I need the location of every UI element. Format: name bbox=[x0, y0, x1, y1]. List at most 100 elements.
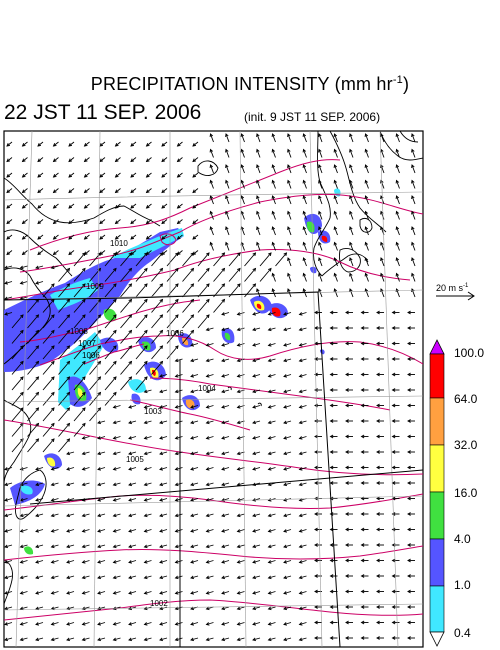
wind-arrow bbox=[104, 345, 117, 360]
wind-arrow bbox=[144, 637, 152, 641]
wind-arrow bbox=[299, 575, 307, 579]
wind-arrow bbox=[192, 157, 199, 162]
wind-arrow-head bbox=[112, 451, 117, 456]
wind-arrow-head bbox=[21, 189, 26, 194]
wind-arrow bbox=[11, 438, 24, 453]
wind-arrow-head bbox=[35, 329, 40, 334]
wind-arrow-head bbox=[225, 210, 229, 215]
wind-arrow-head bbox=[128, 622, 133, 626]
wind-arrow bbox=[115, 141, 121, 147]
wind-arrow-head bbox=[345, 636, 349, 640]
wind-arrow bbox=[11, 407, 24, 422]
wind-arrow bbox=[206, 451, 214, 455]
wind-arrow-head bbox=[35, 265, 40, 270]
wind-arrow-head bbox=[66, 591, 71, 595]
wind-arrow bbox=[115, 219, 121, 224]
wind-arrow-head bbox=[240, 148, 245, 153]
wind-arrow-head bbox=[174, 637, 179, 642]
wind-arrow bbox=[82, 436, 90, 439]
wind-arrow-head bbox=[6, 220, 11, 225]
wind-arrow-head bbox=[97, 407, 102, 412]
wind-arrow-head bbox=[37, 220, 42, 225]
wind-arrow-head bbox=[302, 195, 307, 200]
wind-arrow bbox=[210, 195, 214, 205]
wind-arrow bbox=[97, 420, 106, 424]
wind-arrow-head bbox=[82, 298, 86, 303]
wind-arrow-head bbox=[159, 298, 164, 303]
wind-arrow bbox=[20, 529, 28, 532]
wind-arrow bbox=[53, 203, 59, 209]
wind-arrow-head bbox=[82, 391, 86, 396]
wind-arrow bbox=[82, 560, 90, 563]
wind-arrow bbox=[159, 467, 168, 470]
wind-arrow bbox=[349, 273, 354, 282]
wind-arrow-head bbox=[252, 451, 257, 456]
wind-arrow bbox=[84, 234, 90, 240]
wind-arrow-head bbox=[114, 174, 119, 178]
wind-arrow-head bbox=[252, 606, 257, 611]
wind-arrow bbox=[252, 622, 261, 625]
wind-arrow-head bbox=[51, 376, 55, 381]
wind-arrow-head bbox=[174, 420, 179, 425]
wind-arrow-head bbox=[360, 450, 365, 454]
wind-arrow bbox=[144, 591, 152, 594]
wind-arrow-head bbox=[298, 560, 303, 564]
wind-arrow bbox=[115, 157, 121, 162]
wind-arrow-head bbox=[237, 267, 241, 272]
wind-arrow bbox=[20, 296, 28, 300]
wind-arrow-head bbox=[128, 529, 133, 533]
wind-arrow-head bbox=[192, 158, 197, 163]
wind-arrow bbox=[99, 250, 106, 255]
wind-arrow bbox=[303, 180, 307, 189]
wind-arrow bbox=[144, 467, 152, 470]
wind-arrow bbox=[20, 498, 28, 501]
wind-arrow bbox=[177, 203, 183, 209]
colorbar-label: 32.0 bbox=[454, 438, 478, 452]
wind-arrow bbox=[130, 234, 137, 240]
wind-arrow-head bbox=[314, 636, 318, 640]
wind-arrow bbox=[318, 257, 323, 267]
wind-arrow bbox=[299, 343, 307, 346]
wind-arrow bbox=[283, 606, 292, 610]
wind-arrow-head bbox=[130, 143, 135, 147]
wind-arrow-head bbox=[113, 360, 117, 365]
wind-arrow-head bbox=[302, 148, 307, 153]
wind-arrow bbox=[256, 288, 261, 298]
wind-arrow-head bbox=[66, 267, 71, 272]
wind-arrow-head bbox=[314, 310, 318, 315]
wind-arrow bbox=[27, 345, 39, 360]
wind-arrow-head bbox=[314, 512, 318, 516]
wind-arrow-head bbox=[35, 560, 40, 564]
wind-arrow bbox=[113, 544, 121, 548]
wind-arrow bbox=[37, 172, 44, 178]
wind-arrow-head bbox=[236, 591, 241, 595]
wind-arrow-head bbox=[19, 544, 24, 549]
wind-arrow bbox=[22, 141, 28, 147]
wind-arrow-head bbox=[81, 529, 86, 533]
wind-arrow-head bbox=[376, 636, 380, 640]
wind-arrow bbox=[268, 591, 276, 594]
wind-arrow-head bbox=[240, 195, 245, 200]
wind-arrow-head bbox=[283, 637, 288, 642]
wind-arrow-head bbox=[52, 143, 57, 147]
wind-arrow-head bbox=[345, 481, 349, 485]
wind-arrow-head bbox=[35, 575, 40, 580]
wind-arrow-head bbox=[349, 226, 353, 231]
wind-arrow-head bbox=[174, 405, 179, 409]
wind-arrow-head bbox=[113, 391, 117, 396]
wind-arrow-head bbox=[333, 272, 338, 277]
wind-arrow bbox=[228, 252, 241, 267]
wind-arrow bbox=[66, 529, 75, 532]
wind-arrow-head bbox=[205, 467, 210, 471]
wind-arrow bbox=[175, 544, 183, 548]
wind-arrow bbox=[58, 407, 70, 422]
wind-arrow bbox=[130, 188, 137, 193]
wind-arrow bbox=[190, 343, 199, 346]
wind-arrow-head bbox=[333, 133, 338, 138]
wind-arrow bbox=[175, 374, 183, 377]
wind-arrow-head bbox=[99, 189, 104, 194]
wind-arrow-head bbox=[376, 419, 380, 423]
wind-arrow bbox=[241, 133, 245, 143]
wind-arrow-head bbox=[145, 143, 150, 147]
wind-arrow-head bbox=[268, 267, 272, 272]
